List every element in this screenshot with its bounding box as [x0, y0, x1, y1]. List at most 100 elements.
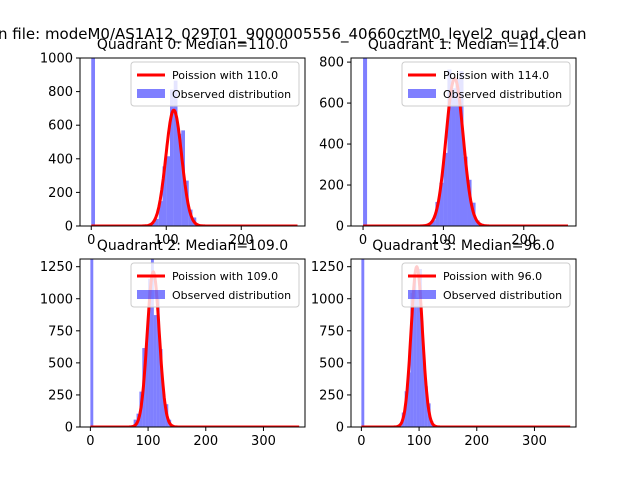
histogram-bar	[455, 78, 460, 226]
histogram-bar	[177, 133, 182, 226]
y-tick-label: 0	[65, 421, 73, 436]
x-tick-label: 100	[407, 434, 432, 449]
x-tick-label: 100	[136, 434, 161, 449]
x-tick-label: 0	[86, 434, 94, 449]
histogram-bar	[155, 218, 159, 226]
histogram-bar	[443, 152, 448, 226]
poisson-curve	[362, 77, 569, 226]
histogram-bar	[173, 80, 178, 226]
x-tick-label: 200	[511, 233, 536, 248]
histogram-bar	[166, 156, 170, 226]
y-tick-label: 400	[319, 138, 344, 153]
plot-area	[89, 259, 301, 427]
figure-title: n file: modeM0/AS1A12_029T01_9000005556_…	[0, 25, 587, 44]
histogram-bar	[158, 201, 163, 226]
y-tick-label: 800	[48, 85, 73, 100]
y-tick-label: 500	[319, 356, 344, 371]
histogram-bar	[463, 156, 468, 226]
subplot-quadrant-2: 0 100 200 300 0 250 500 750 1000 1250 Quadrant 2: …	[40, 238, 306, 449]
x-tick-label: 200	[229, 233, 254, 248]
histogram-bar	[416, 297, 420, 427]
x-tick-label: 100	[431, 233, 456, 248]
histogram-bar	[159, 349, 163, 427]
histogram-bar	[145, 343, 149, 427]
subplot-quadrant-3: 0 100 200 300 0 250 500 750 1000 1250 Quadrant 3: …	[311, 238, 577, 449]
histogram-bar	[150, 259, 154, 427]
legend-label-observed: Observed distribution	[172, 88, 291, 101]
y-tick-label: 1000	[311, 292, 344, 307]
y-tick-label: 500	[48, 356, 73, 371]
y-tick-label: 200	[319, 179, 344, 194]
legend-label-observed: Observed distribution	[443, 289, 562, 302]
axes-frame	[79, 57, 306, 227]
legend-bar-swatch	[137, 89, 165, 98]
histogram-bar	[170, 89, 174, 226]
y-tick-label: 600	[48, 119, 73, 134]
histogram-bar	[156, 298, 160, 427]
legend-box	[130, 262, 300, 308]
histogram-bar-zero	[91, 58, 95, 226]
y-tick-label: 250	[48, 388, 73, 403]
histogram-bar	[153, 315, 157, 427]
legend-label-poisson: Poission with 114.0	[443, 69, 549, 82]
subplot-title: Quadrant 0: Median=110.0	[97, 37, 288, 53]
subplot-quadrant-0: 0 100 200 0 200 400 600 800 1000 Quadrant 0: Medi…	[40, 37, 306, 248]
legend-bar-swatch	[137, 290, 165, 299]
y-tick-label: 250	[319, 388, 344, 403]
histogram-bar-zero	[363, 58, 368, 226]
histogram-bar	[435, 201, 440, 226]
axes-frame	[350, 258, 577, 428]
axes-frame	[79, 258, 306, 428]
histogram-bar	[421, 347, 425, 427]
y-tick-label: 750	[319, 324, 344, 339]
y-tick-label: 1250	[40, 260, 73, 275]
histogram-bar	[447, 69, 452, 226]
legend-box	[130, 61, 300, 107]
histogram-bar	[424, 386, 428, 427]
y-tick-label: 750	[48, 324, 73, 339]
legend-label-poisson: Poission with 96.0	[443, 270, 542, 283]
legend-label-poisson: Poission with 109.0	[172, 270, 278, 283]
histogram-bar	[148, 278, 151, 427]
x-tick-label: 0	[359, 233, 367, 248]
y-tick-label: 0	[336, 421, 344, 436]
x-tick-label: 200	[464, 434, 489, 449]
legend-label-poisson: Poission with 110.0	[172, 69, 278, 82]
histogram-bar	[419, 269, 422, 427]
y-tick-label: 0	[65, 220, 73, 235]
plot-area	[362, 58, 569, 226]
legend-label-observed: Observed distribution	[172, 289, 291, 302]
legend-label-observed: Observed distribution	[443, 88, 562, 101]
histogram-bar	[467, 179, 472, 226]
plot-area	[90, 58, 299, 226]
y-tick-label: 1250	[311, 260, 344, 275]
y-tick-label: 400	[48, 152, 73, 167]
legend-bar-swatch	[408, 89, 436, 98]
histogram-bar	[451, 88, 456, 226]
poisson-curve	[90, 108, 299, 226]
histogram-bar	[439, 182, 444, 226]
y-tick-label: 1000	[40, 292, 73, 307]
subplot-title: Quadrant 3: Median=96.0	[372, 238, 554, 254]
subplot-title: Quadrant 1: Median=114.0	[368, 37, 559, 53]
legend-box	[401, 262, 571, 308]
y-tick-label: 0	[336, 220, 344, 235]
y-tick-label: 600	[319, 97, 344, 112]
y-tick-label: 1000	[40, 52, 73, 67]
y-tick-label: 200	[48, 186, 73, 201]
histogram-bar	[407, 372, 411, 427]
axes-frame	[350, 57, 577, 227]
x-tick-label: 200	[193, 434, 218, 449]
subplot-quadrant-1: 0 100 200 0 200 400 600 800 Quadrant 1: Median=1…	[319, 37, 577, 248]
subplot-title: Quadrant 2: Median=109.0	[97, 238, 288, 254]
histogram-bar	[410, 292, 414, 427]
legend-bar-swatch	[408, 290, 436, 299]
y-tick-label: 800	[319, 56, 344, 71]
histogram-bar	[413, 278, 417, 427]
x-tick-label: 300	[251, 434, 276, 449]
x-tick-label: 100	[154, 233, 179, 248]
x-tick-label: 0	[357, 434, 365, 449]
histogram-bar	[162, 394, 166, 427]
